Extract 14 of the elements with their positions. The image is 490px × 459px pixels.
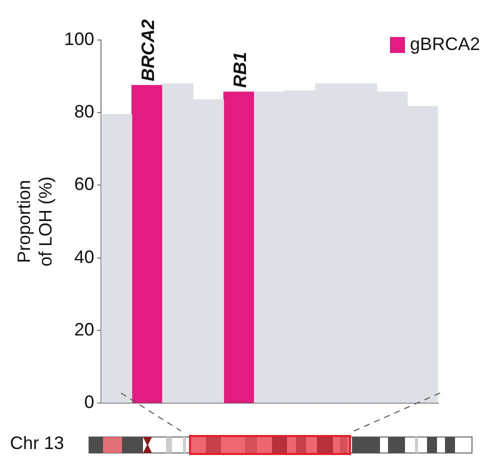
y-tick-label: 40 bbox=[74, 246, 94, 267]
y-tick-label: 80 bbox=[74, 102, 94, 122]
y-tick-label: 100 bbox=[64, 28, 94, 49]
legend-label: gBRCA2 bbox=[410, 34, 480, 54]
bar bbox=[101, 114, 132, 403]
y-tick-label: 60 bbox=[74, 174, 94, 194]
y-tick-label: 20 bbox=[74, 319, 94, 340]
annotation: BRCA2 bbox=[138, 19, 158, 82]
bar bbox=[132, 85, 163, 403]
bar bbox=[223, 92, 255, 403]
y-axis-title: Proportion of LOH (%) bbox=[14, 176, 56, 267]
annotation: RB1 bbox=[230, 52, 250, 88]
x-axis-title: Chr 13 bbox=[10, 433, 64, 454]
y-tick-label: 0 bbox=[84, 392, 94, 412]
